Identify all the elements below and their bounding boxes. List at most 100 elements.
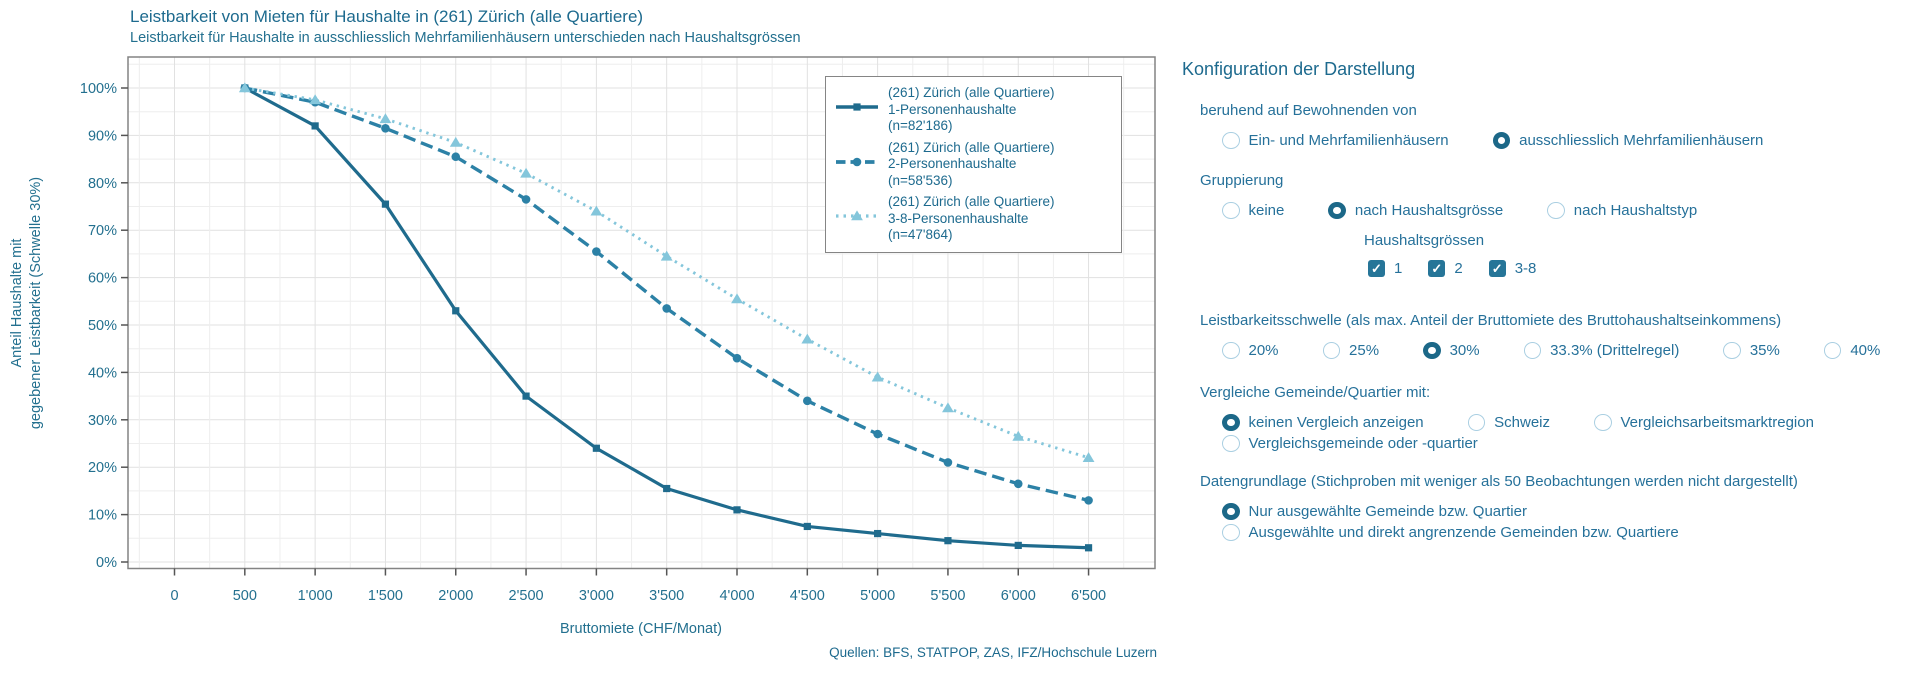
- x-tick-label: 0: [170, 588, 178, 604]
- y-tick-label: 60%: [88, 271, 117, 287]
- legend-entry-label: (261) Zürich (alle Quartiere) 3-8-Persone…: [888, 194, 1055, 242]
- x-tick-label: 1'000: [298, 588, 333, 604]
- option-label: 35%: [1749, 342, 1780, 359]
- chart-title: Leistbarkeit von Mieten für Haushalte in…: [130, 7, 644, 26]
- legend-circle-marker-icon: [836, 157, 878, 166]
- radio-unselected-icon: [1523, 342, 1542, 359]
- config-section: Gruppierung keine nach Haushaltsgrösse nach…: [1182, 171, 1920, 277]
- chart-legend: (261) Zürich (alle Quartiere) 1-Personenh…: [825, 76, 1122, 253]
- x-tick-label: 4'000: [719, 588, 754, 604]
- radio-selected-icon: [1328, 202, 1346, 219]
- legend-triangle-marker-icon: [836, 210, 878, 221]
- config-section-label: Datengrundlage (Stichproben mit weniger …: [1200, 473, 1798, 490]
- radio-unselected-icon: [1222, 435, 1240, 452]
- legend-square-marker-icon: [836, 103, 878, 111]
- y-tick-label: 40%: [88, 365, 117, 381]
- config-section: Vergleiche Gemeinde/Quartier mit: keinen …: [1182, 383, 1920, 452]
- config-sublabel: Haushaltsgrössen: [1364, 232, 1485, 249]
- option-label: 40%: [1850, 342, 1881, 359]
- option-label: nach Haushaltstyp: [1573, 202, 1698, 219]
- option-label: ausschliesslich Mehrfamilienhäusern: [1519, 132, 1764, 149]
- option-label: Ausgewählte und direkt angrenzende Gemei…: [1248, 524, 1679, 541]
- y-tick-label: 90%: [88, 128, 117, 144]
- config-heading: Konfiguration der Darstellung: [1182, 59, 1416, 79]
- y-tick-label: 70%: [88, 223, 117, 239]
- radio-unselected-icon: [1322, 342, 1341, 359]
- option-label: 3-8: [1514, 260, 1537, 277]
- y-tick-label: 80%: [88, 176, 117, 192]
- checkbox-option[interactable]: 2: [1428, 260, 1463, 277]
- radio-unselected-icon: [1823, 342, 1842, 359]
- x-axis-ticks: 0 500 1'000 1'500 2'000 2'500 3'000 3'500 4'000 4…: [170, 568, 1106, 604]
- option-label: Vergleichsgemeinde oder -quartier: [1248, 435, 1478, 452]
- config-section: Leistbarkeitsschwelle (als max. Anteil d…: [1182, 311, 1920, 359]
- config-panel: Konfiguration der Darstellung beruhend a…: [1182, 57, 1920, 541]
- radio-option[interactable]: Nur ausgewählte Gemeinde bzw. Quartier: [1222, 503, 1527, 520]
- x-axis-label: Bruttomiete (CHF/Monat): [560, 621, 722, 637]
- radio-selected-icon: [1222, 503, 1240, 520]
- radio-option[interactable]: 33.3% (Drittelregel): [1523, 342, 1680, 359]
- radio-option[interactable]: 25%: [1322, 342, 1380, 359]
- y-tick-label: 50%: [88, 318, 117, 334]
- radio-option[interactable]: Ausgewählte und direkt angrenzende Gemei…: [1222, 524, 1679, 541]
- source-note: Quellen: BFS, STATPOP, ZAS, IFZ/Hochschu…: [829, 645, 1157, 660]
- radio-option[interactable]: ausschliesslich Mehrfamilienhäusern: [1492, 132, 1764, 149]
- radio-option[interactable]: Vergleichsarbeitsmarktregion: [1594, 414, 1814, 431]
- radio-unselected-icon: [1467, 414, 1486, 431]
- radio-option[interactable]: Ein- und Mehrfamilienhäusern: [1222, 132, 1449, 149]
- y-tick-label: 20%: [88, 460, 117, 476]
- y-axis-label-line2: gegebener Leistbarkeit (Schwelle 30%): [28, 176, 44, 430]
- radio-selected-icon: [1492, 132, 1511, 149]
- plot-frame: [127, 56, 1156, 570]
- radio-option[interactable]: nach Haushaltsgrösse: [1328, 202, 1503, 219]
- radio-option[interactable]: 30%: [1423, 342, 1480, 359]
- x-tick-label: 6'000: [1001, 588, 1036, 604]
- config-section-label: Gruppierung: [1200, 172, 1284, 189]
- config-section-label: Vergleiche Gemeinde/Quartier mit:: [1200, 384, 1431, 401]
- chart-subtitle: Leistbarkeit für Haushalte in ausschlies…: [130, 30, 801, 46]
- checkbox-option[interactable]: 1: [1368, 260, 1402, 277]
- radio-unselected-icon: [1222, 524, 1240, 541]
- config-section-label: Leistbarkeitsschwelle (als max. Anteil d…: [1200, 312, 1782, 329]
- legend-entry: (261) Zürich (alle Quartiere) 3-8-Persone…: [834, 194, 1111, 244]
- radio-selected-icon: [1222, 414, 1240, 431]
- y-axis-ticks: 0% 10% 20% 30% 40% 50% 60% 70% 80% 90% 100%: [80, 81, 128, 571]
- option-label: 25%: [1349, 342, 1380, 359]
- y-axis-label-line1: Anteil Haushalte mit: [9, 238, 25, 368]
- checkbox-checked-icon: [1488, 260, 1506, 277]
- radio-option[interactable]: 20%: [1222, 342, 1279, 359]
- x-tick-label: 3'000: [579, 588, 614, 604]
- radio-option[interactable]: Schweiz: [1467, 414, 1550, 431]
- config-section-label: beruhend auf Bewohnenden von: [1200, 102, 1417, 119]
- option-label: 2: [1454, 260, 1463, 277]
- radio-option[interactable]: keine: [1222, 202, 1284, 219]
- radio-option[interactable]: Vergleichsgemeinde oder -quartier: [1222, 435, 1478, 452]
- radio-unselected-icon: [1723, 342, 1741, 359]
- checkbox-option[interactable]: 3-8: [1488, 260, 1537, 277]
- radio-option[interactable]: nach Haushaltstyp: [1547, 202, 1697, 219]
- radio-option[interactable]: 35%: [1723, 342, 1780, 359]
- radio-option[interactable]: keinen Vergleich anzeigen: [1222, 414, 1424, 431]
- legend-entry-label: (261) Zürich (alle Quartiere) 2-Personenh…: [888, 139, 1055, 188]
- radio-row: 20% 25% 30% 33.3% (Drittelregel) 35% 40%: [1182, 342, 1920, 359]
- option-label: 20%: [1248, 342, 1279, 359]
- option-label: 33.3% (Drittelregel): [1550, 342, 1680, 359]
- option-label: Vergleichsarbeitsmarktregion: [1620, 414, 1814, 431]
- y-tick-label: 100%: [80, 81, 117, 97]
- radio-unselected-icon: [1222, 132, 1240, 149]
- x-tick-label: 3'500: [649, 588, 684, 604]
- y-tick-label: 30%: [88, 413, 117, 429]
- radio-row: keinen Vergleich anzeigen Schweiz Vergleic…: [1182, 414, 1920, 431]
- radio-unselected-icon: [1222, 202, 1240, 219]
- y-tick-label: 0%: [96, 555, 117, 571]
- radio-option[interactable]: 40%: [1823, 342, 1881, 359]
- radio-row: keine nach Haushaltsgrösse nach Haushaltst…: [1182, 202, 1920, 219]
- checkbox-checked-icon: [1368, 260, 1385, 277]
- y-tick-label: 10%: [88, 508, 117, 524]
- x-tick-label: 500: [233, 588, 257, 604]
- legend-entry: (261) Zürich (alle Quartiere) 2-Personenh…: [834, 140, 1111, 190]
- option-label: Nur ausgewählte Gemeinde bzw. Quartier: [1248, 503, 1527, 520]
- option-label: keine: [1248, 202, 1285, 219]
- affordability-line-chart: 0 500 1'000 1'500 2'000 2'500 3'000 3'500 4'000 4…: [80, 56, 1156, 604]
- option-label: 30%: [1449, 342, 1480, 359]
